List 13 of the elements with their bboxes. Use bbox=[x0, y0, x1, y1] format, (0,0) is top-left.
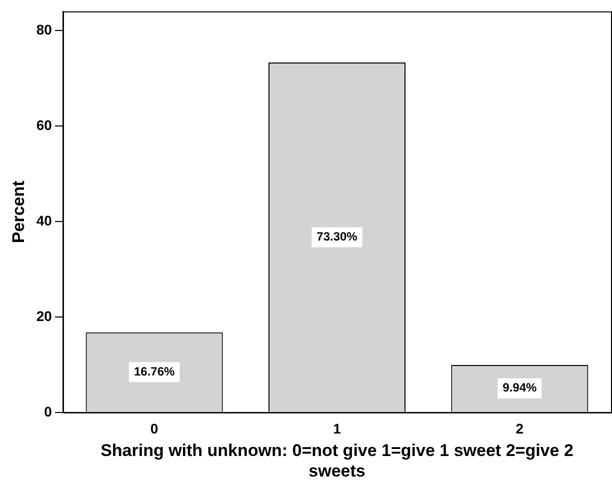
x-tick-label: 1 bbox=[333, 420, 342, 437]
x-tick-label: 2 bbox=[516, 420, 524, 437]
data-label: 73.30% bbox=[316, 230, 358, 244]
data-label: 16.76% bbox=[134, 364, 175, 378]
x-tick-label: 0 bbox=[150, 420, 158, 437]
y-tick-label: 20 bbox=[36, 308, 52, 324]
y-axis-title: Percent bbox=[8, 180, 28, 244]
y-tick-label: 80 bbox=[36, 21, 52, 38]
y-tick-label: 0 bbox=[44, 403, 52, 420]
x-axis-title: Sharing with unknown: 0=not give 1=give 1 sweet 2=give 2 sweets bbox=[100, 441, 574, 480]
y-tick-label: 40 bbox=[36, 212, 52, 228]
y-tick-label: 60 bbox=[36, 116, 52, 133]
data-label: 9.94% bbox=[502, 380, 537, 395]
